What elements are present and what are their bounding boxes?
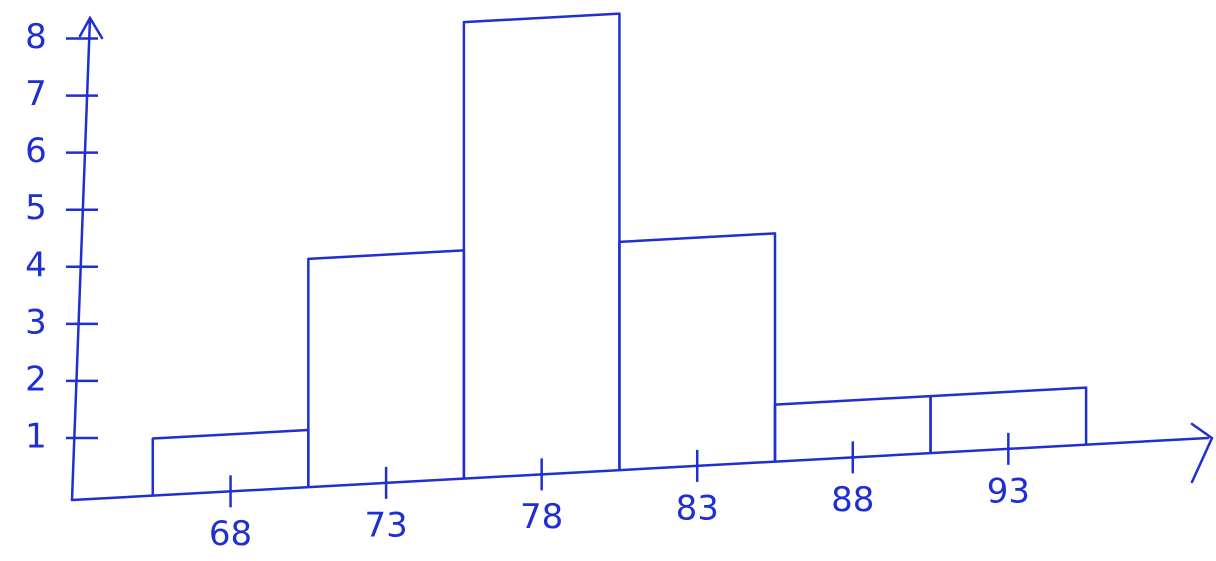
x-axis-arrow bbox=[1190, 422, 1214, 484]
y-tick-label: 6 bbox=[25, 131, 47, 171]
x-tick-label: 73 bbox=[364, 505, 407, 545]
bar bbox=[618, 232, 777, 471]
x-tick-label: 78 bbox=[520, 497, 563, 537]
bar bbox=[307, 249, 466, 488]
y-axis-arrow bbox=[78, 15, 104, 40]
y-tick-label: 8 bbox=[25, 17, 47, 57]
x-tick-label: 68 bbox=[209, 514, 252, 554]
y-tick-label: 4 bbox=[25, 245, 47, 285]
x-tick-label: 83 bbox=[676, 488, 719, 528]
x-tick-label: 88 bbox=[831, 480, 874, 520]
y-tick-label: 5 bbox=[25, 188, 47, 228]
bar bbox=[462, 12, 621, 479]
x-tick-label: 93 bbox=[987, 471, 1030, 511]
y-tick-label: 1 bbox=[25, 416, 47, 456]
y-tick-label: 2 bbox=[25, 359, 47, 399]
axes bbox=[70, 15, 1214, 502]
y-tick-label: 7 bbox=[25, 74, 47, 114]
y-tick-label: 3 bbox=[25, 302, 47, 342]
bar bbox=[929, 386, 1088, 454]
y-axis bbox=[70, 16, 92, 502]
x-axis bbox=[70, 436, 1210, 502]
